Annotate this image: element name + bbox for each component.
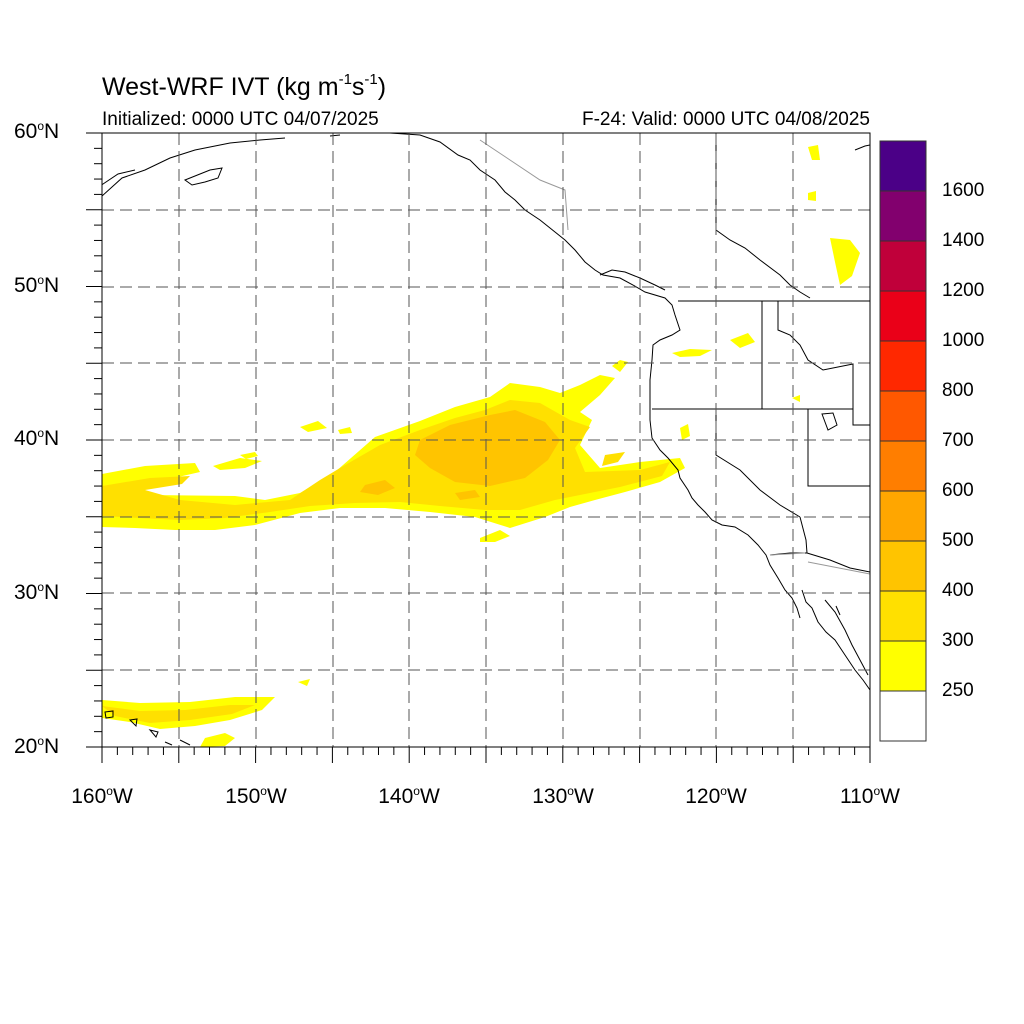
lat-label-60: 60oN — [14, 119, 60, 143]
valid-time: F-24: Valid: 0000 UTC 04/08/2025 — [582, 109, 870, 130]
colorbar-swatch — [879, 340, 927, 392]
lat-label-20: 20oN — [14, 734, 60, 758]
coastlines — [102, 133, 870, 746]
lon-label-120w: 120oW — [685, 784, 747, 808]
colorbar-label: 1000 — [942, 330, 985, 351]
lon-label-150w: 150oW — [225, 784, 287, 808]
colorbar-label: 600 — [942, 480, 974, 501]
lat-label-40: 40oN — [14, 426, 60, 450]
colorbar-label: 1600 — [942, 180, 985, 201]
colorbar-swatch — [879, 140, 927, 192]
colorbar-swatch — [879, 440, 927, 492]
colorbar — [879, 140, 927, 742]
lon-label-160w: 160oW — [71, 784, 133, 808]
colorbar-swatch — [879, 690, 927, 742]
ivt-fill-300 — [102, 400, 670, 723]
lon-label-130w: 130oW — [532, 784, 594, 808]
ivt-fill-400 — [360, 410, 560, 500]
lat-label-50: 50oN — [14, 273, 60, 297]
colorbar-label: 800 — [942, 380, 974, 401]
colorbar-swatch — [879, 590, 927, 642]
colorbar-label: 500 — [942, 530, 974, 551]
axis-ticks — [86, 132, 871, 763]
colorbar-swatch — [879, 540, 927, 592]
map-title: West-WRF IVT (kg m-1s-1) — [102, 70, 387, 101]
colorbar-label: 400 — [942, 580, 974, 601]
colorbar-label: 1400 — [942, 230, 985, 251]
lat-lon-grid — [102, 133, 870, 747]
colorbar-label: 700 — [942, 430, 974, 451]
lon-label-110w: 110oW — [840, 784, 900, 808]
colorbar-swatch — [879, 290, 927, 342]
colorbar-swatch — [879, 490, 927, 542]
lat-label-30: 30oN — [14, 580, 60, 604]
colorbar-label: 300 — [942, 630, 974, 651]
colorbar-swatch — [879, 240, 927, 292]
initialized-time: Initialized: 0000 UTC 04/07/2025 — [102, 109, 379, 130]
lon-label-140w: 140oW — [378, 784, 440, 808]
faint-borders — [479, 139, 870, 575]
colorbar-swatch — [879, 390, 927, 442]
colorbar-label: 250 — [942, 680, 974, 701]
colorbar-label: 1200 — [942, 280, 985, 301]
colorbar-swatch — [879, 640, 927, 692]
colorbar-swatch — [879, 190, 927, 242]
